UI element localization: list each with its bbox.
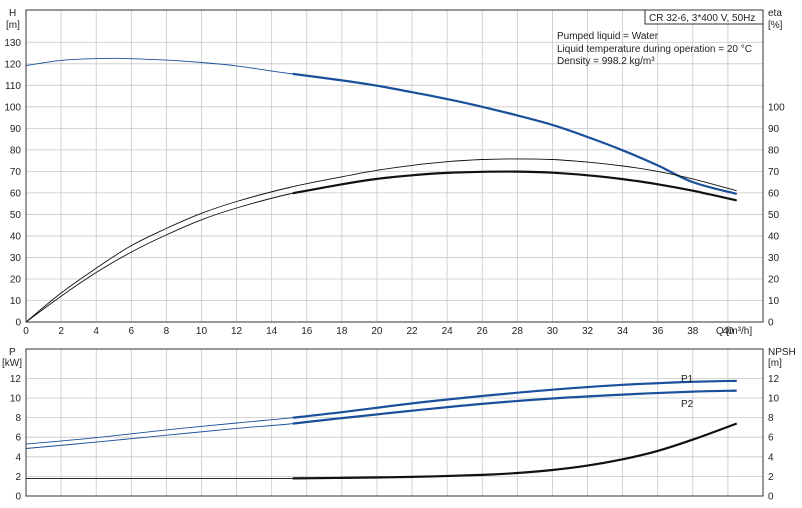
- model-label-box: [644, 9, 764, 25]
- top-series-1-line: [25, 158, 737, 323]
- x-tick-label: 28: [512, 326, 524, 337]
- x-tick-label: 14: [266, 326, 278, 337]
- tick-labels: 0 2 4 6 8 10 12 14 16 18 20 22 24 26 28 30 32 34 36 38 40010…: [4, 38, 785, 503]
- head-tick-label: 0: [15, 318, 21, 329]
- bottom-series-0-duty-range: [292, 379, 737, 419]
- head-tick-label: 100: [4, 102, 21, 113]
- head-tick-label: 120: [4, 59, 21, 70]
- power-tick-label: 8: [15, 413, 21, 424]
- npsh-tick-label: 2: [768, 472, 774, 483]
- bottom-series-2-line: [26, 423, 737, 479]
- top-series-0-line: [25, 57, 737, 195]
- head-tick-label: 130: [4, 38, 21, 49]
- power-tick-label: 12: [10, 374, 22, 385]
- x-tick-label: 26: [477, 326, 489, 337]
- head-tick-label: 30: [10, 253, 22, 264]
- x-tick-label: 36: [652, 326, 664, 337]
- eta-tick-label: 50: [768, 210, 780, 221]
- head-tick-label: 70: [10, 167, 22, 178]
- head-tick-label: 60: [10, 188, 22, 199]
- bottom-series-1-line: [25, 390, 737, 449]
- x-tick-label: 32: [582, 326, 594, 337]
- x-tick-label: 4: [93, 326, 99, 337]
- top-right-axis-unit: [%]: [768, 20, 783, 31]
- top-series-2-duty-range: [292, 170, 737, 202]
- power-tick-label: 4: [15, 452, 21, 463]
- bottom-series-0-line: [25, 380, 737, 445]
- eta-tick-label: 90: [768, 124, 780, 135]
- npsh-tick-label: 4: [768, 452, 774, 463]
- head-tick-label: 80: [10, 145, 22, 156]
- power-tick-label: 2: [15, 472, 21, 483]
- power-tick-label: 10: [10, 394, 22, 405]
- x-tick-label: 34: [617, 326, 629, 337]
- head-tick-label: 110: [5, 81, 21, 92]
- head-eta-series: [25, 57, 737, 323]
- top-right-axis-symbol: eta: [768, 8, 782, 19]
- x-tick-label: 30: [547, 326, 559, 337]
- x-tick-label: 24: [442, 326, 454, 337]
- bottom-left-axis-unit: [kW]: [2, 358, 22, 369]
- bottom-series-2-duty-range: [292, 422, 738, 480]
- power-tick-label: 6: [15, 433, 21, 444]
- info-density: Density = 998.2 kg/m³: [557, 56, 655, 67]
- head-tick-label: 20: [10, 274, 22, 285]
- head-tick-label: 40: [10, 231, 22, 242]
- info-liquid-temperature: Liquid temperature during operation = 20…: [557, 44, 752, 55]
- power-tick-label: 0: [15, 492, 21, 503]
- model-label: CR 32-6, 3*400 V, 50Hz: [649, 13, 755, 24]
- eta-tick-label: 40: [768, 231, 780, 242]
- x-tick-label: 22: [406, 326, 418, 337]
- head-tick-label: 10: [10, 296, 22, 307]
- x-tick-label: 38: [687, 326, 699, 337]
- npsh-tick-label: 8: [768, 413, 774, 424]
- bottom-right-axis-unit: [m]: [768, 358, 782, 369]
- series-label-p1: P1: [681, 374, 694, 385]
- npsh-tick-label: 12: [768, 374, 780, 385]
- head-eta-plot-frame: [25, 9, 764, 323]
- x-tick-label: 8: [164, 326, 170, 337]
- power-npsh-series: [25, 379, 738, 480]
- top-series-2-line: [25, 171, 737, 323]
- eta-tick-label: 60: [768, 188, 780, 199]
- top-left-axis-unit: [m]: [6, 20, 20, 31]
- top-left-axis-symbol: H: [9, 8, 16, 19]
- npsh-tick-label: 6: [768, 433, 774, 444]
- info-pumped-liquid: Pumped liquid = Water: [557, 31, 659, 42]
- head-tick-label: 50: [10, 210, 22, 221]
- x-tick-label: 18: [336, 326, 348, 337]
- x-tick-label: 6: [129, 326, 135, 337]
- bottom-right-axis-symbol: NPSH: [768, 347, 796, 358]
- x-tick-label: 2: [58, 326, 64, 337]
- eta-tick-label: 30: [768, 253, 780, 264]
- top-series-0-duty-range: [292, 72, 737, 196]
- eta-tick-label: 0: [768, 318, 774, 329]
- x-tick-label: 10: [196, 326, 208, 337]
- bottom-left-axis-symbol: P: [9, 347, 16, 358]
- bottom-series-1-duty-range: [292, 389, 737, 425]
- eta-tick-label: 70: [768, 167, 780, 178]
- x-tick-label: 40: [722, 326, 734, 337]
- head-tick-label: 90: [10, 124, 22, 135]
- x-tick-label: 12: [231, 326, 243, 337]
- top-x-axis-label: Q [m³/h]: [716, 326, 752, 337]
- series-label-p2: P2: [681, 399, 694, 410]
- npsh-tick-label: 0: [768, 492, 774, 503]
- power-npsh-grid: [25, 349, 763, 497]
- eta-tick-label: 20: [768, 274, 780, 285]
- power-npsh-plot-frame: [25, 348, 764, 497]
- x-tick-label: 16: [301, 326, 313, 337]
- npsh-tick-label: 10: [768, 394, 780, 405]
- eta-tick-label: 80: [768, 145, 780, 156]
- eta-tick-label: 10: [768, 296, 780, 307]
- x-tick-label: 20: [371, 326, 383, 337]
- eta-tick-label: 100: [768, 102, 785, 113]
- x-tick-label: 0: [23, 326, 29, 337]
